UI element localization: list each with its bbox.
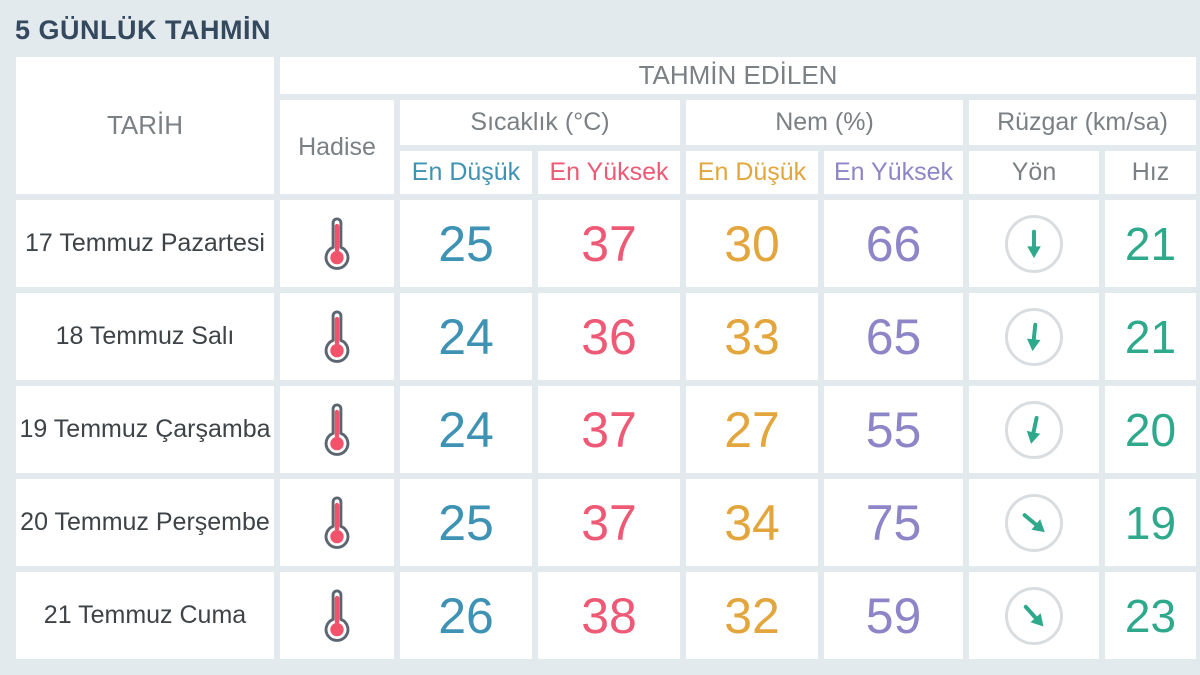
thermometer-icon — [321, 401, 353, 459]
column-header-temp-min: En Düşük — [400, 151, 532, 194]
wind-speed-cell: 20 — [1105, 386, 1196, 473]
humidity-min-cell: 33 — [686, 293, 818, 380]
column-header-wind-direction: Yön — [969, 151, 1099, 194]
temp-min-cell: 24 — [400, 293, 532, 380]
wind-direction-cell — [969, 200, 1099, 287]
thermometer-icon — [321, 215, 353, 273]
date-cell: 18 Temmuz Salı — [16, 293, 274, 380]
humidity-max-cell: 75 — [824, 479, 963, 566]
column-header-condition: Hadise — [280, 100, 394, 194]
temp-min-cell: 25 — [400, 479, 532, 566]
page-title: 5 GÜNLÜK TAHMİN — [15, 15, 271, 45]
humidity-max-cell: 59 — [824, 572, 963, 659]
column-header-predicted: TAHMİN EDİLEN — [280, 57, 1196, 94]
column-header-wind-speed: Hız — [1105, 151, 1196, 194]
condition-cell — [280, 479, 394, 566]
humidity-min-cell: 32 — [686, 572, 818, 659]
wind-speed-cell: 21 — [1105, 293, 1196, 380]
temp-min-cell: 24 — [400, 386, 532, 473]
humidity-max-cell: 55 — [824, 386, 963, 473]
column-header-humidity-min: En Düşük — [686, 151, 818, 194]
date-cell: 17 Temmuz Pazartesi — [16, 200, 274, 287]
date-cell: 20 Temmuz Perşembe — [16, 479, 274, 566]
wind-direction-cell — [969, 572, 1099, 659]
wind-direction-arrow-icon — [1005, 307, 1063, 366]
humidity-max-cell: 66 — [824, 200, 963, 287]
temp-min-cell: 25 — [400, 200, 532, 287]
temp-max-cell: 36 — [538, 293, 680, 380]
wind-direction-arrow-icon — [1005, 214, 1063, 273]
condition-cell — [280, 293, 394, 380]
wind-speed-cell: 19 — [1105, 479, 1196, 566]
wind-direction-arrow-icon — [1005, 400, 1063, 459]
column-header-temp-max: En Yüksek — [538, 151, 680, 194]
wind-direction-arrow-icon — [1005, 586, 1063, 645]
humidity-min-cell: 27 — [686, 386, 818, 473]
condition-cell — [280, 572, 394, 659]
humidity-min-cell: 34 — [686, 479, 818, 566]
column-group-wind: Rüzgar (km/sa) — [969, 100, 1196, 145]
temp-max-cell: 38 — [538, 572, 680, 659]
column-header-date: TARİH — [16, 57, 274, 194]
column-header-humidity-max: En Yüksek — [824, 151, 963, 194]
wind-direction-cell — [969, 479, 1099, 566]
condition-cell — [280, 200, 394, 287]
humidity-max-cell: 65 — [824, 293, 963, 380]
temp-max-cell: 37 — [538, 200, 680, 287]
temp-max-cell: 37 — [538, 479, 680, 566]
wind-direction-cell — [969, 386, 1099, 473]
column-group-humidity: Nem (%) — [686, 100, 963, 145]
wind-speed-cell: 21 — [1105, 200, 1196, 287]
thermometer-icon — [321, 494, 353, 552]
wind-direction-cell — [969, 293, 1099, 380]
thermometer-icon — [321, 308, 353, 366]
wind-direction-arrow-icon — [1005, 493, 1063, 552]
humidity-min-cell: 30 — [686, 200, 818, 287]
forecast-table: TARİH TAHMİN EDİLEN Hadise Sıcaklık (°C)… — [16, 57, 1196, 659]
date-cell: 21 Temmuz Cuma — [16, 572, 274, 659]
temp-max-cell: 37 — [538, 386, 680, 473]
condition-cell — [280, 386, 394, 473]
column-group-temperature: Sıcaklık (°C) — [400, 100, 680, 145]
thermometer-icon — [321, 587, 353, 645]
wind-speed-cell: 23 — [1105, 572, 1196, 659]
date-cell: 19 Temmuz Çarşamba — [16, 386, 274, 473]
temp-min-cell: 26 — [400, 572, 532, 659]
